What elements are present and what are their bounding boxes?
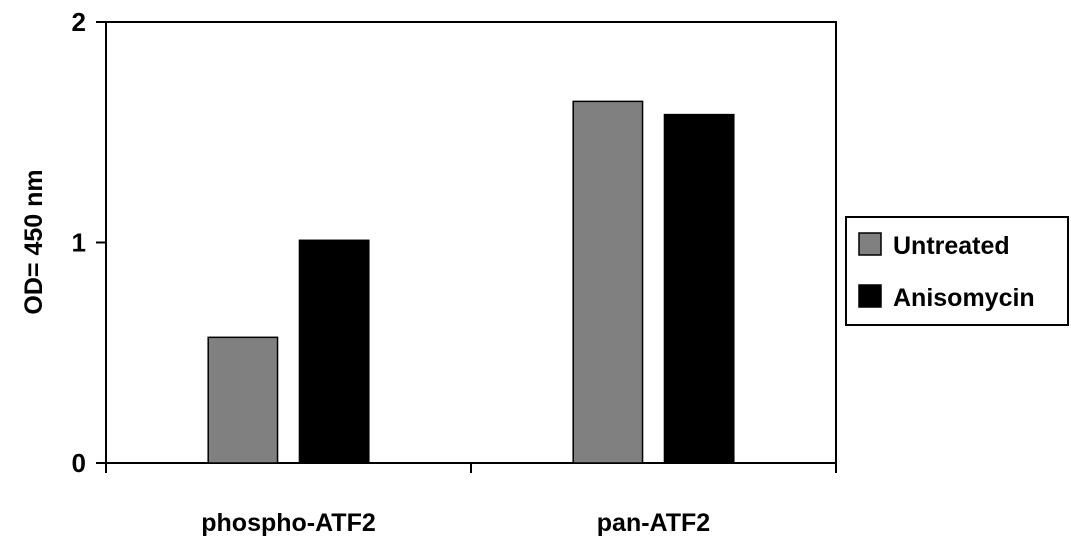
y-axis-title: OD= 450 nm <box>20 169 48 314</box>
y-axis: 0 1 2 <box>72 7 106 478</box>
y-tick-label-2: 2 <box>72 7 86 37</box>
y-tick-label-0: 0 <box>72 448 86 478</box>
legend-swatch-untreated <box>858 232 882 256</box>
bar-untreated-0 <box>207 336 279 464</box>
legend-label-anisomycin: Anisomycin <box>893 284 1035 312</box>
legend-label-untreated: Untreated <box>893 232 1010 260</box>
x-axis: phospho-ATF2 pan-ATF2 <box>105 463 837 537</box>
x-category-label-0: phospho-ATF2 <box>201 509 376 537</box>
legend: Untreated Anisomycin <box>845 216 1069 326</box>
x-category-label-1: pan-ATF2 <box>597 509 710 537</box>
bars <box>207 100 735 464</box>
legend-frame <box>845 216 1069 326</box>
legend-swatch-anisomycin <box>858 284 882 308</box>
bar-untreated-1 <box>572 100 644 464</box>
bar-anisomycin-1 <box>663 113 735 464</box>
y-tick-label-1: 1 <box>72 228 86 258</box>
bar-anisomycin-0 <box>298 239 370 464</box>
